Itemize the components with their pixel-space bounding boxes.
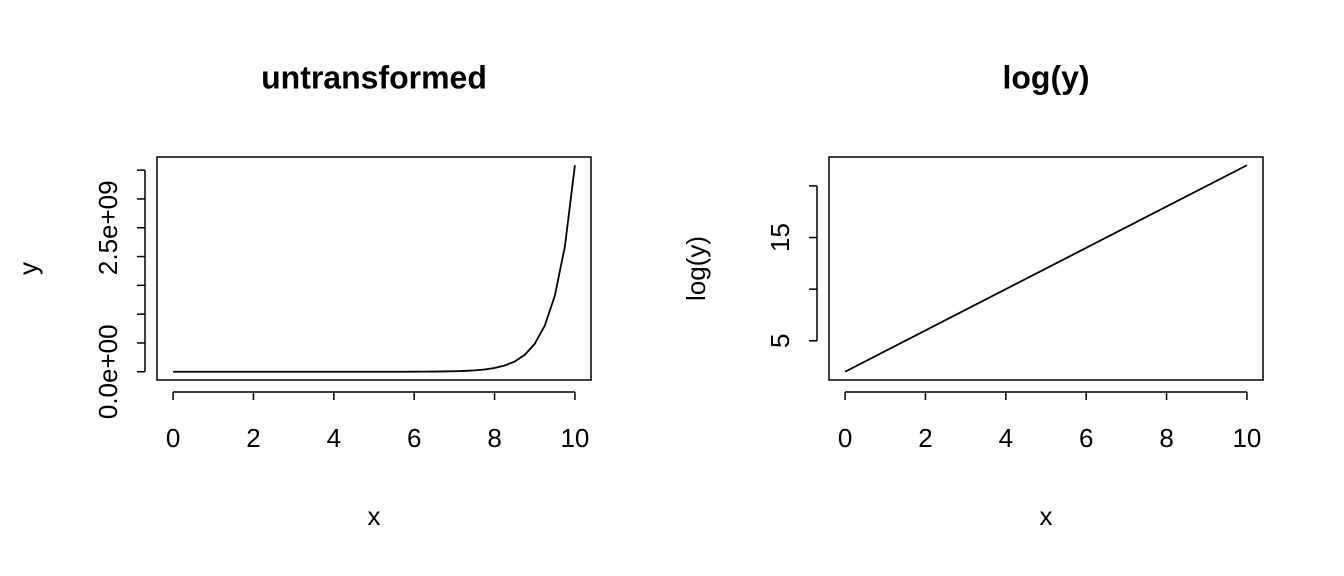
- x-tick-label: 2: [918, 423, 932, 453]
- x-tick-label: 8: [487, 423, 501, 453]
- x-tick-label: 4: [327, 423, 341, 453]
- y-tick-label: 15: [765, 223, 795, 252]
- y-axis-label: y: [13, 262, 43, 275]
- panel-title: log(y): [1002, 59, 1089, 95]
- data-line: [844, 164, 1248, 373]
- x-tick-label: 6: [1079, 423, 1093, 453]
- x-tick-label: 2: [246, 423, 260, 453]
- y-tick-label: 2.5e+09: [93, 180, 123, 275]
- x-tick-label: 0: [838, 423, 852, 453]
- y-axis-label: log(y): [681, 236, 711, 301]
- x-tick-label: 10: [1232, 423, 1261, 453]
- y-tick-label: 5: [765, 334, 795, 348]
- y-tick-label: 0.0e+00: [93, 324, 123, 419]
- x-axis-label: x: [368, 501, 381, 531]
- x-tick-label: 0: [166, 423, 180, 453]
- x-tick-label: 6: [407, 423, 421, 453]
- x-tick-label: 8: [1159, 423, 1173, 453]
- data-line: [173, 165, 576, 373]
- x-tick-label: 10: [560, 423, 589, 453]
- panel-title: untransformed: [261, 59, 487, 95]
- plot-box: [156, 156, 592, 381]
- x-axis-label: x: [1040, 501, 1053, 531]
- x-tick-label: 4: [999, 423, 1013, 453]
- plot-box: [828, 156, 1264, 381]
